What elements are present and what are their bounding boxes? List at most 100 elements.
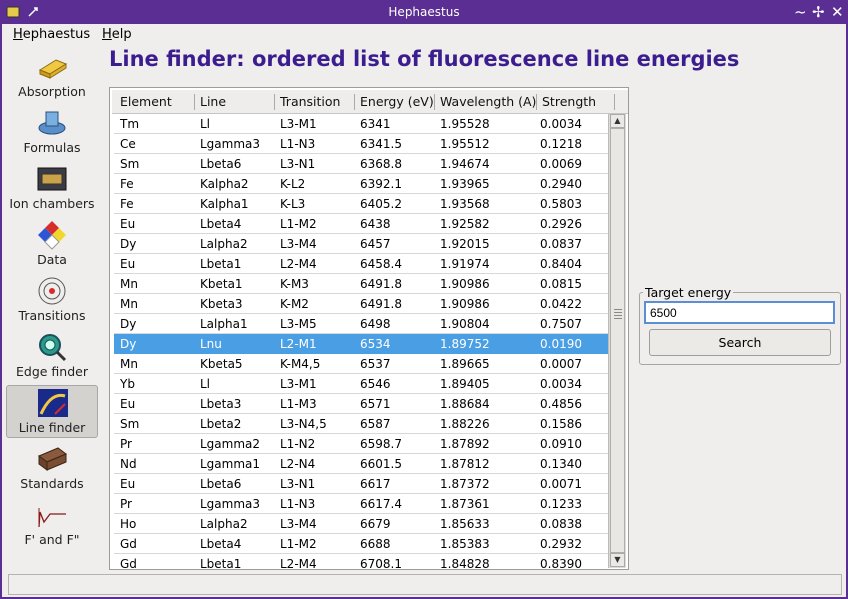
table-row[interactable]: Dy Lnu L2-M1 6534 1.89752 0.0190 [114, 334, 608, 354]
column-header-energy[interactable]: Energy (eV) [360, 94, 434, 109]
column-header-line[interactable]: Line [200, 94, 227, 109]
table-row[interactable]: Ho Lalpha2 L3-M4 6679 1.85633 0.0838 [114, 514, 608, 534]
search-button[interactable]: Search [649, 329, 831, 356]
status-bar [8, 574, 842, 595]
scroll-thumb[interactable] [610, 128, 625, 553]
title-bar: Hephaestus ~ ✢ ✕ [2, 2, 846, 24]
maximize-icon[interactable]: ✢ [812, 3, 825, 21]
cell-element: Dy [120, 317, 137, 331]
scroll-down-arrow-icon[interactable]: ▼ [610, 553, 625, 567]
sidebar-item-ion-chambers[interactable]: Ion chambers [6, 162, 98, 216]
cell-transition: L2-N4 [280, 457, 316, 471]
cell-line: Lgamma3 [200, 497, 261, 511]
target-energy-input[interactable] [644, 301, 835, 324]
table-row[interactable]: Dy Lalpha1 L3-M5 6498 1.90804 0.7507 [114, 314, 608, 334]
cell-line: Lbeta1 [200, 257, 242, 271]
scroll-up-arrow-icon[interactable]: ▲ [610, 114, 625, 128]
cell-element: Eu [120, 217, 136, 231]
cell-element: Sm [120, 417, 140, 431]
cell-transition: K-L2 [280, 177, 306, 191]
table-row[interactable]: Yb Ll L3-M1 6546 1.89405 0.0034 [114, 374, 608, 394]
cell-line: Lbeta4 [200, 217, 242, 231]
table-row[interactable]: Dy Lalpha2 L3-M4 6457 1.92015 0.0837 [114, 234, 608, 254]
sidebar-item-absorption[interactable]: Absorption [6, 50, 98, 104]
table-row[interactable]: Fe Kalpha2 K-L2 6392.1 1.93965 0.2940 [114, 174, 608, 194]
table-row[interactable]: Gd Lbeta4 L1-M2 6688 1.85383 0.2932 [114, 534, 608, 554]
column-header-strength[interactable]: Strength [542, 94, 597, 109]
column-header-element[interactable]: Element [120, 94, 172, 109]
cell-energy: 6617.4 [360, 497, 402, 511]
cell-wavelength: 1.85633 [440, 517, 490, 531]
cell-line: Lalpha2 [200, 237, 248, 251]
cell-wavelength: 1.87812 [440, 457, 490, 471]
sidebar-item-formulas[interactable]: Formulas [6, 106, 98, 160]
sidebar-item-f-prime[interactable]: F' and F" [6, 498, 98, 552]
column-divider[interactable] [536, 94, 537, 110]
table-row[interactable]: Ce Lgamma3 L1-N3 6341.5 1.95512 0.1218 [114, 134, 608, 154]
cell-energy: 6405.2 [360, 197, 402, 211]
cell-energy: 6571 [360, 397, 391, 411]
table-row[interactable]: Eu Lbeta3 L1-M3 6571 1.88684 0.4856 [114, 394, 608, 414]
cell-strength: 0.0815 [540, 277, 582, 291]
cell-transition: L3-N4,5 [280, 417, 327, 431]
sidebar-item-transitions[interactable]: Transitions [6, 274, 98, 328]
minimize-icon[interactable]: ~ [794, 3, 807, 21]
cell-wavelength: 1.84828 [440, 557, 490, 568]
cell-wavelength: 1.89752 [440, 337, 490, 351]
table-row[interactable]: Mn Kbeta1 K-M3 6491.8 1.90986 0.0815 [114, 274, 608, 294]
cell-line: Kbeta5 [200, 357, 243, 371]
column-header-transition[interactable]: Transition [280, 94, 341, 109]
cell-transition: L3-N1 [280, 157, 316, 171]
line-table: Element Line Transition Energy (eV) Wave… [109, 87, 629, 570]
cell-strength: 0.0034 [540, 117, 582, 131]
table-row[interactable]: Nd Lgamma1 L2-N4 6601.5 1.87812 0.1340 [114, 454, 608, 474]
cell-energy: 6341.5 [360, 137, 402, 151]
sidebar-item-edge-finder[interactable]: Edge finder [6, 330, 98, 384]
table-row[interactable]: Mn Kbeta3 K-M2 6491.8 1.90986 0.0422 [114, 294, 608, 314]
table-row[interactable]: Sm Lbeta2 L3-N4,5 6587 1.88226 0.1586 [114, 414, 608, 434]
cell-wavelength: 1.93568 [440, 197, 490, 211]
cell-line: Ll [200, 377, 211, 391]
window-menu-icon[interactable] [26, 5, 40, 19]
sidebar-item-standards[interactable]: Standards [6, 442, 98, 496]
table-row[interactable]: Tm Ll L3-M1 6341 1.95528 0.0034 [114, 114, 608, 134]
close-icon[interactable]: ✕ [831, 3, 844, 21]
cell-energy: 6341 [360, 117, 391, 131]
sidebar-item-line-finder[interactable]: Line finder [6, 385, 98, 438]
menu-help[interactable]: Help [102, 27, 132, 42]
column-divider[interactable] [354, 94, 355, 110]
table-row[interactable]: Gd Lbeta1 L2-M4 6708.1 1.84828 0.8390 [114, 554, 608, 568]
cell-energy: 6598.7 [360, 437, 402, 451]
cell-line: Lgamma1 [200, 457, 261, 471]
column-divider[interactable] [274, 94, 275, 110]
column-divider[interactable] [614, 94, 615, 110]
column-divider[interactable] [434, 94, 435, 110]
sidebar-label-transitions: Transitions [18, 308, 86, 323]
table-row[interactable]: Eu Lbeta1 L2-M4 6458.4 1.91974 0.8404 [114, 254, 608, 274]
atom-icon [38, 277, 66, 305]
cell-element: Tm [120, 117, 140, 131]
table-row[interactable]: Sm Lbeta6 L3-N1 6368.8 1.94674 0.0069 [114, 154, 608, 174]
hazard-diamond-icon [38, 221, 66, 250]
table-row[interactable]: Eu Lbeta4 L1-M2 6438 1.92582 0.2926 [114, 214, 608, 234]
cell-element: Fe [120, 197, 134, 211]
cell-line: Lbeta3 [200, 397, 242, 411]
cell-element: Mn [120, 357, 138, 371]
cell-line: Lbeta2 [200, 417, 242, 431]
menu-hephaestus[interactable]: Hephaestus [13, 27, 91, 42]
cell-strength: 0.2926 [540, 217, 582, 231]
table-body: Tm Ll L3-M1 6341 1.95528 0.0034 Ce Lgamma3 L1-N3… [112, 114, 608, 568]
cell-transition: L1-N3 [280, 137, 316, 151]
table-row[interactable]: Mn Kbeta5 K-M4,5 6537 1.89665 0.0007 [114, 354, 608, 374]
table-row[interactable]: Fe Kalpha1 K-L3 6405.2 1.93568 0.5803 [114, 194, 608, 214]
table-row[interactable]: Eu Lbeta6 L3-N1 6617 1.87372 0.0071 [114, 474, 608, 494]
column-divider[interactable] [194, 94, 195, 110]
sidebar-item-data[interactable]: Data [6, 218, 98, 272]
cell-element: Mn [120, 297, 138, 311]
cell-energy: 6458.4 [360, 257, 402, 271]
cell-strength: 0.0422 [540, 297, 582, 311]
table-row[interactable]: Pr Lgamma3 L1-N3 6617.4 1.87361 0.1233 [114, 494, 608, 514]
table-row[interactable]: Pr Lgamma2 L1-N2 6598.7 1.87892 0.0910 [114, 434, 608, 454]
column-header-wavelength[interactable]: Wavelength (A) [440, 94, 537, 109]
table-scrollbar[interactable]: ▲ ▼ [608, 114, 626, 568]
